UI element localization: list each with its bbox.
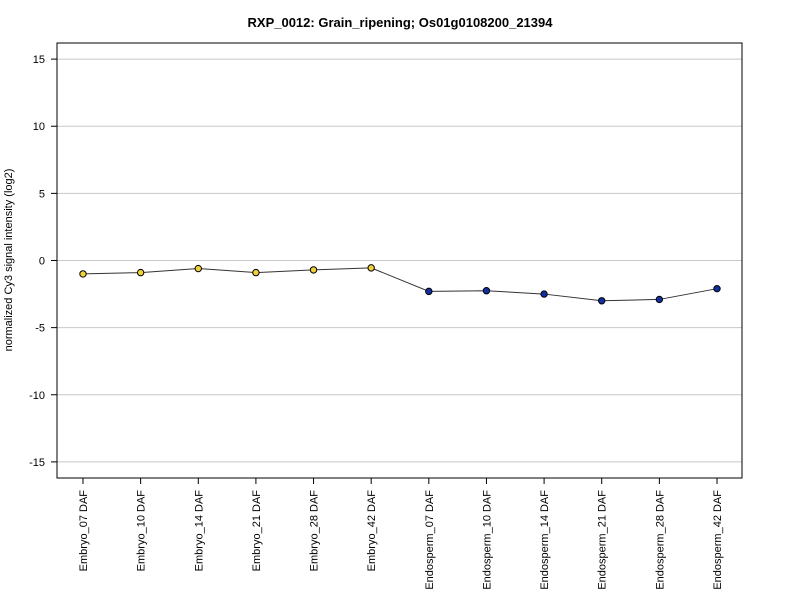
data-point: [540, 290, 548, 298]
y-tick-label: -10: [29, 390, 45, 402]
data-point: [79, 270, 87, 278]
x-tick-label: Endosperm_10 DAF: [481, 490, 493, 590]
y-tick-label: 15: [33, 54, 45, 66]
x-tick-label: Embryo_14 DAF: [193, 490, 205, 572]
data-point: [367, 264, 375, 272]
chart-title: RXP_0012: Grain_ripening; Os01g0108200_2…: [248, 15, 554, 30]
data-points: [79, 264, 721, 305]
x-tick-label: Endosperm_21 DAF: [597, 490, 609, 590]
series-line: [82, 267, 718, 302]
y-tick-label: 10: [33, 121, 45, 133]
x-tick-label: Embryo_07 DAF: [78, 490, 90, 572]
x-axis: Embryo_07 DAF Embryo_10 DAF Embryo_14 DAF E…: [78, 478, 724, 590]
x-tick-label: Embryo_28 DAF: [309, 490, 321, 572]
data-point: [598, 297, 606, 305]
data-point: [309, 266, 318, 274]
data-point: [194, 264, 202, 273]
y-axis-label: normalized Cy3 signal intensity (log2): [3, 169, 15, 352]
x-tick-label: Endosperm_07 DAF: [424, 490, 436, 590]
data-point: [482, 287, 491, 295]
x-tick-label: Endosperm_28 DAF: [654, 490, 666, 590]
y-tick-label: 0: [39, 256, 45, 268]
data-point: [655, 295, 664, 304]
y-axis: -15 -10 -5 0 5 10 15: [29, 54, 57, 469]
data-point: [252, 268, 260, 277]
x-tick-label: Embryo_42 DAF: [366, 490, 378, 572]
data-point: [136, 268, 145, 277]
x-tick-label: Embryo_21 DAF: [251, 490, 263, 572]
y-tick-label: 5: [39, 188, 45, 200]
data-point: [425, 287, 433, 296]
series-polyline: [82, 267, 718, 302]
x-tick-label: Endosperm_42 DAF: [712, 490, 724, 590]
data-point: [713, 284, 721, 293]
y-tick-label: -15: [29, 457, 45, 469]
y-tick-label: -5: [35, 323, 45, 335]
grid-lines: [57, 58, 742, 463]
x-tick-label: Embryo_10 DAF: [136, 490, 148, 572]
x-tick-label: Endosperm_14 DAF: [539, 490, 551, 590]
